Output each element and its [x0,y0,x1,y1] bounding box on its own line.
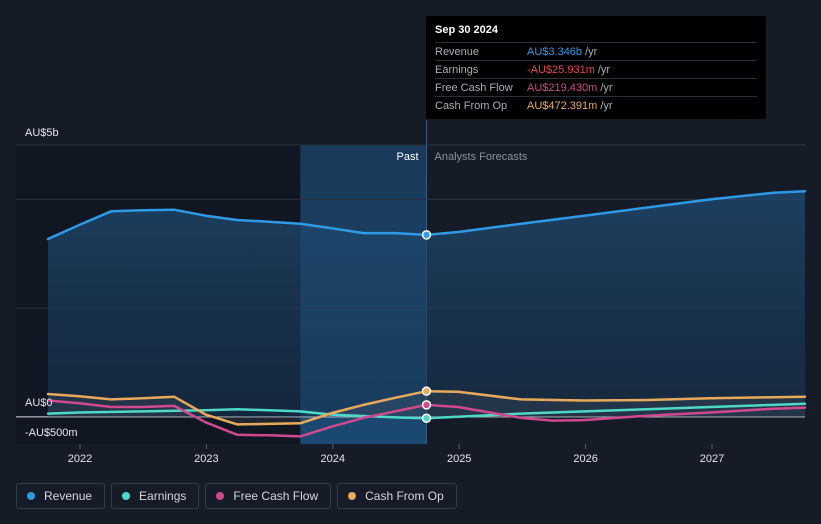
tooltip-row: Cash From Op AU$472.391m/yr [435,96,757,114]
legend-dot-icon [27,492,35,500]
x-tick-label: 2024 [321,453,345,465]
free-cash-flow-line [46,399,807,438]
y-tick-label: AU$5b [25,127,59,139]
past-label: Past [396,151,418,163]
legend-label: Earnings [139,489,187,503]
tooltip-row: Revenue AU$3.346b/yr [435,42,757,60]
free-cash-flow-marker [421,400,432,410]
tooltip: Sep 30 2024 Revenue AU$3.346b/yr Earnings -… [426,16,766,119]
cash-from-op-marker [421,386,432,396]
legend: Revenue Earnings Free Cash Flow Cash From O… [16,483,457,509]
tooltip-row-value: AU$3.346b [527,45,583,58]
revenue-marker [421,230,432,240]
legend-item-free-cash-flow[interactable]: Free Cash Flow [205,483,332,509]
legend-label: Revenue [44,489,93,503]
tooltip-row-label: Revenue [435,45,480,58]
tooltip-row-value: -AU$25.931m [527,63,595,76]
tooltip-row-unit: /yr [597,63,611,76]
earnings-marker [421,413,432,423]
tooltip-row-value: AU$219.430m [527,81,598,94]
revenue-line [46,189,807,241]
tooltip-row-label: Cash From Op [435,99,508,112]
y-tick-label: -AU$500m [25,427,78,439]
x-tick-label: 2023 [194,453,218,465]
legend-item-revenue[interactable]: Revenue [16,483,106,509]
x-tick-label: 2022 [68,453,92,465]
legend-label: Cash From Op [365,489,444,503]
tooltip-row-unit: /yr [600,99,613,112]
x-tick-label: 2026 [573,453,597,465]
tooltip-row-unit: /yr [585,45,598,58]
legend-item-earnings[interactable]: Earnings [111,483,200,509]
legend-label: Free Cash Flow [233,489,319,503]
legend-dot-icon [122,492,131,500]
legend-dot-icon [216,492,225,500]
forecast-label: Analysts Forecasts [435,151,528,163]
cash-from-op-line [46,389,807,426]
legend-item-cash-from-op[interactable]: Cash From Op [337,483,457,509]
tooltip-row-label: Earnings [435,63,479,76]
tooltip-row-value: AU$472.391m [527,99,598,112]
revenue-area [48,191,805,417]
x-tick-label: 2025 [447,453,471,465]
legend-dot-icon [348,492,357,500]
tooltip-row: Free Cash Flow AU$219.430m/yr [435,78,757,96]
tooltip-row: Earnings -AU$25.931m/yr [435,60,757,78]
y-tick-label: AU$0 [25,397,53,409]
tooltip-row-unit: /yr [600,81,613,94]
tooltip-row-label: Free Cash Flow [435,81,513,94]
tooltip-date: Sep 30 2024 [435,24,498,36]
x-tick-label: 2027 [700,453,724,465]
